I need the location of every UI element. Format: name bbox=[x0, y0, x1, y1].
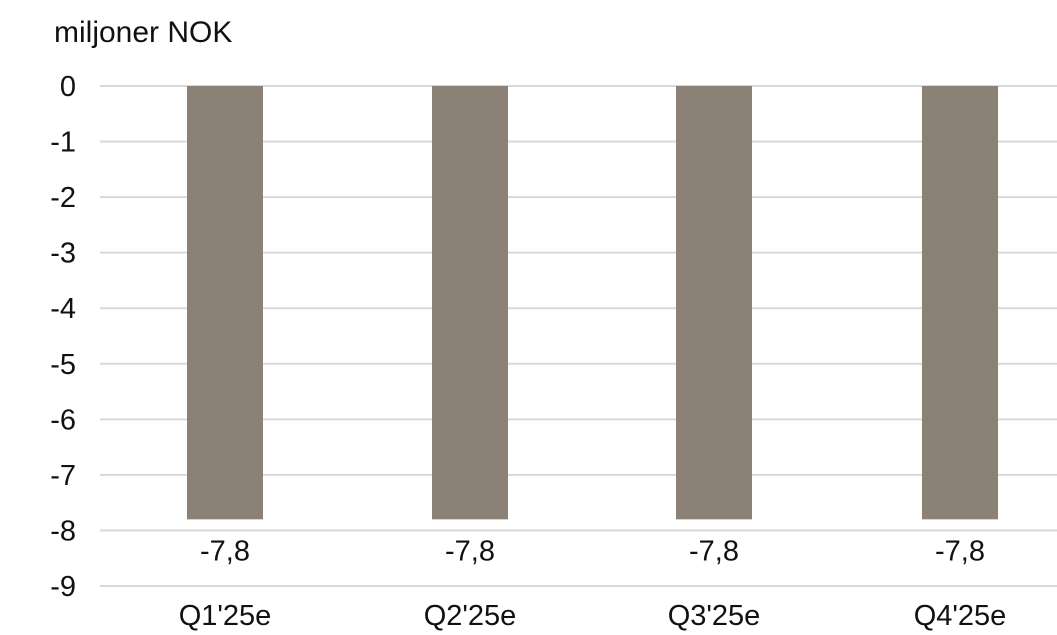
bar bbox=[187, 86, 263, 520]
y-tick-label: -7 bbox=[50, 460, 76, 492]
y-tick-label: -8 bbox=[50, 515, 76, 547]
data-label: -7,8 bbox=[200, 535, 250, 567]
bars bbox=[187, 86, 998, 520]
bar bbox=[922, 86, 998, 520]
y-tick-label: -6 bbox=[50, 404, 76, 436]
category-label: Q2'25e bbox=[424, 600, 517, 632]
y-tick-label: -4 bbox=[50, 293, 76, 325]
y-tick-label: -1 bbox=[50, 127, 76, 159]
x-axis-category-labels: Q1'25e Q2'25e Q3'25e Q4'25e bbox=[179, 600, 1007, 632]
bar bbox=[676, 86, 752, 520]
y-tick-label: -2 bbox=[50, 182, 76, 214]
y-tick-label: -5 bbox=[50, 349, 76, 381]
y-tick-label: 0 bbox=[60, 71, 76, 103]
category-label: Q1'25e bbox=[179, 600, 272, 632]
data-label: -7,8 bbox=[445, 535, 495, 567]
y-axis-tick-labels: 0 -1 -2 -3 -4 -5 -6 -7 -8 -9 bbox=[50, 71, 76, 603]
data-label: -7,8 bbox=[935, 535, 985, 567]
data-label: -7,8 bbox=[689, 535, 739, 567]
category-label: Q3'25e bbox=[668, 600, 761, 632]
category-label: Q4'25e bbox=[914, 600, 1007, 632]
y-tick-label: -9 bbox=[50, 571, 76, 603]
bar bbox=[432, 86, 508, 520]
data-labels: -7,8 -7,8 -7,8 -7,8 bbox=[200, 535, 985, 567]
unit-label: miljoner NOK bbox=[54, 16, 232, 49]
y-tick-label: -3 bbox=[50, 238, 76, 270]
